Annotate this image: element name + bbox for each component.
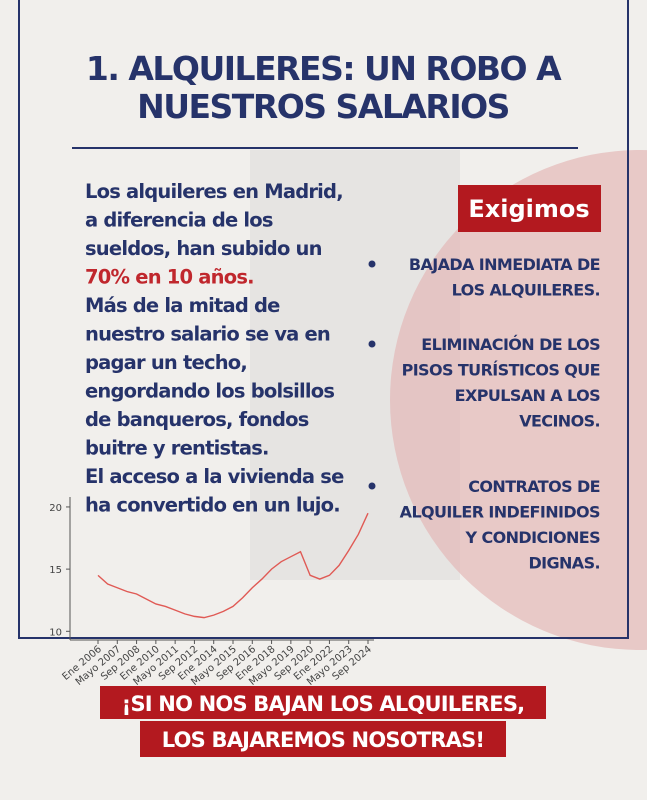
demand-line: BAJADA INMEDIATA DE: [409, 255, 600, 274]
body-line: 70% en 10 años.: [85, 266, 254, 289]
body-line: pagar un techo,: [85, 351, 247, 374]
demand-line: EXPULSAN A LOS: [455, 386, 600, 405]
slogan-box: [140, 721, 506, 757]
slogan-line: ¡SI NO NOS BAJAN LOS ALQUILERES,: [122, 692, 525, 716]
heading-box: [458, 185, 601, 232]
body-line: ha convertido en un lujo.: [85, 494, 340, 517]
demand-line: ELIMINACIÓN DE LOS: [421, 335, 600, 354]
body-line: buitre y rentistas.: [85, 437, 269, 460]
body-line: engordando los bolsillos: [85, 380, 334, 403]
y-tick-label: 15: [49, 565, 62, 576]
circle-decoration: [390, 150, 647, 650]
bullet: [368, 260, 376, 268]
demand-line: DIGNAS.: [528, 554, 600, 573]
demands-heading: Exigimos: [468, 195, 589, 223]
bullet: [368, 340, 376, 348]
body-line: de banqueros, fondos: [85, 408, 309, 431]
y-tick-label: 10: [49, 627, 62, 638]
body-line: Más de la mitad de: [85, 294, 280, 317]
slogan-line: LOS BAJAREMOS NOSOTRAS!: [162, 728, 484, 752]
demand-line: CONTRATOS DE: [468, 477, 600, 496]
body-line: nuestro salario se va en: [85, 323, 330, 346]
demand-line: ALQUILER INDEFINIDOS: [400, 503, 600, 522]
y-tick-label: 20: [49, 503, 62, 514]
title-line: 1. ALQUILERES: UN ROBO A: [86, 49, 562, 88]
demand-line: Y CONDICIONES: [465, 528, 601, 547]
body-line: a diferencia de los: [85, 209, 273, 232]
bullet: [368, 482, 376, 490]
demand-line: PISOS TURÍSTICOS QUE: [402, 361, 600, 380]
data-line: [97, 512, 369, 619]
title-line: NUESTROS SALARIOS: [137, 87, 509, 126]
body-line: Los alquileres en Madrid,: [85, 180, 343, 203]
slogan-box: [100, 686, 546, 719]
frame: [18, 0, 629, 639]
body-line: sueldos, han subido un: [85, 237, 322, 260]
demand-line: LOS ALQUILERES.: [452, 281, 600, 300]
demand-line: VECINOS.: [519, 412, 600, 431]
body-text: Los alquileres en Madrid, a diferencia de…: [85, 180, 345, 517]
body-line: El acceso a la vivienda se: [85, 465, 344, 488]
demands: BAJADA INMEDIATA DE LOS ALQUILERES. ELIMIN…: [368, 255, 601, 573]
